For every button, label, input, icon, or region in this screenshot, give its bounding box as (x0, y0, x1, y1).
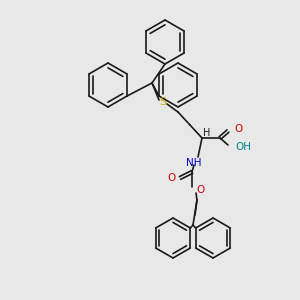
Text: O: O (196, 185, 204, 195)
Text: OH: OH (235, 142, 251, 152)
Text: S: S (159, 97, 167, 107)
Text: O: O (168, 173, 176, 183)
Text: H: H (203, 128, 211, 138)
Text: O: O (234, 124, 242, 134)
Text: NH: NH (186, 158, 202, 168)
